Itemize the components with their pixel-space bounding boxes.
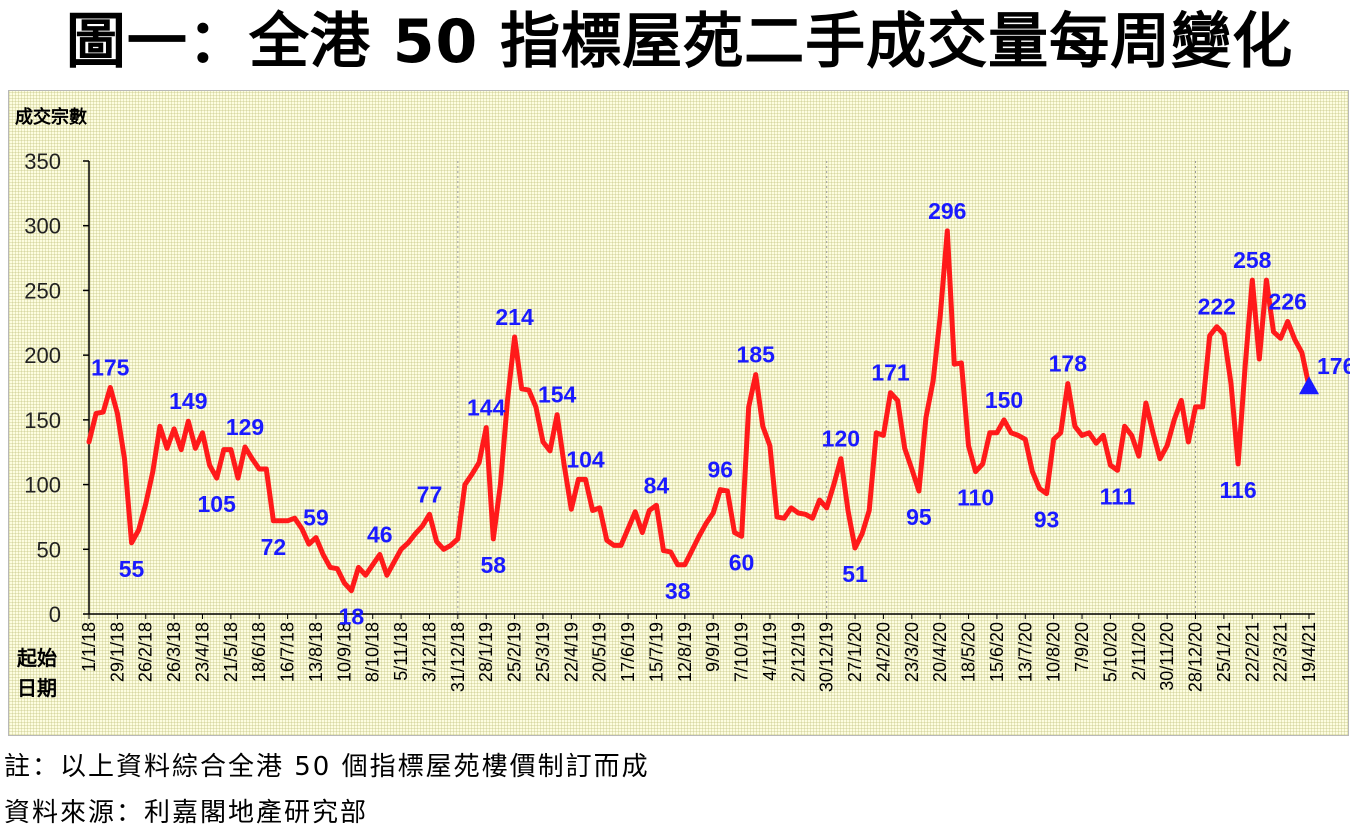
x-tick-label: 8/10/18 bbox=[363, 622, 383, 682]
data-label: 185 bbox=[737, 342, 776, 368]
data-label: 104 bbox=[566, 446, 605, 472]
data-label: 84 bbox=[644, 472, 670, 498]
x-tick-label: 5/10/20 bbox=[1100, 622, 1120, 682]
x-tick-label: 12/8/19 bbox=[675, 622, 695, 682]
data-label: 116 bbox=[1220, 477, 1257, 503]
series-line bbox=[86, 228, 1312, 594]
x-tick-label: 10/9/18 bbox=[334, 622, 354, 682]
data-label: 154 bbox=[538, 382, 577, 408]
y-tick-label: 100 bbox=[24, 473, 61, 498]
x-tick-label: 22/4/19 bbox=[561, 622, 581, 682]
x-tick-label: 13/7/20 bbox=[1015, 622, 1035, 682]
x-tick-label: 16/7/18 bbox=[278, 622, 298, 682]
x-tick-label: 23/3/20 bbox=[902, 622, 922, 682]
y-tick-label: 150 bbox=[24, 408, 61, 433]
data-label: 51 bbox=[842, 561, 868, 587]
data-label: 120 bbox=[822, 426, 860, 452]
x-tick-label: 2/12/19 bbox=[788, 622, 808, 682]
x-tick-label: 20/4/20 bbox=[930, 622, 950, 682]
data-label: 58 bbox=[481, 552, 507, 578]
x-tick-label: 21/5/18 bbox=[221, 622, 241, 682]
chart-title: 圖一：全港 50 指標屋苑二手成交量每周變化 bbox=[65, 7, 1294, 77]
data-label: 55 bbox=[119, 556, 145, 582]
x-tick-label: 31/12/18 bbox=[448, 622, 468, 692]
y-tick-label: 350 bbox=[24, 149, 61, 174]
y-tick-label: 300 bbox=[24, 214, 61, 239]
data-label: 59 bbox=[303, 505, 329, 531]
x-tick-label: 27/1/20 bbox=[845, 622, 865, 682]
x-tick-label: 22/3/21 bbox=[1271, 622, 1291, 682]
x-tick-label: 26/3/18 bbox=[164, 622, 184, 682]
x-tick-label: 23/4/18 bbox=[192, 622, 212, 682]
data-label: 171 bbox=[871, 360, 910, 386]
x-tick-label: 25/2/19 bbox=[505, 622, 525, 682]
data-label: 93 bbox=[1034, 507, 1060, 533]
data-label: 46 bbox=[367, 521, 393, 547]
x-tick-label: 28/1/19 bbox=[476, 622, 496, 682]
x-tick-label: 15/7/19 bbox=[646, 622, 666, 682]
x-tick-label: 1/1/18 bbox=[79, 622, 99, 672]
x-tick-label: 7/10/19 bbox=[732, 622, 752, 682]
data-label: 105 bbox=[197, 491, 236, 517]
x-tick-label: 15/6/20 bbox=[987, 622, 1007, 682]
data-label: 178 bbox=[1049, 351, 1088, 377]
data-label: 111 bbox=[1100, 483, 1136, 509]
y-tick-label: 0 bbox=[49, 602, 61, 627]
x-tick-label: 30/12/19 bbox=[817, 622, 837, 692]
footnote: 註：以上資料綜合全港 50 個指標屋苑樓價制訂而成 bbox=[4, 752, 650, 782]
x-tick-label: 9/9/19 bbox=[703, 622, 723, 672]
data-label: 72 bbox=[261, 534, 287, 560]
data-label: 176 bbox=[1317, 353, 1350, 379]
last-point-marker bbox=[1299, 376, 1319, 395]
data-label: 214 bbox=[495, 304, 534, 330]
data-label: 77 bbox=[417, 481, 443, 507]
data-label: 149 bbox=[169, 388, 207, 414]
x-axis-title-line: 起始 bbox=[16, 646, 57, 670]
line-chart: 成交宗數 0 50 100 150 200 250 300 350 1/1/18 29/1/18 26… bbox=[15, 106, 1350, 700]
data-label: 96 bbox=[707, 457, 733, 483]
data-label: 60 bbox=[729, 549, 755, 575]
data-label: 129 bbox=[226, 414, 264, 440]
data-label: 226 bbox=[1269, 288, 1307, 314]
x-tick-label: 18/6/18 bbox=[249, 622, 269, 682]
data-label: 175 bbox=[91, 355, 130, 381]
x-tick-label: 5/11/18 bbox=[391, 622, 411, 681]
data-label: 95 bbox=[906, 504, 932, 530]
data-label: 222 bbox=[1198, 294, 1236, 320]
x-tick-label: 18/5/20 bbox=[959, 622, 979, 682]
y-tick-label: 250 bbox=[24, 278, 61, 303]
x-tick-label: 19/4/21 bbox=[1299, 622, 1319, 682]
data-label: 144 bbox=[467, 395, 506, 421]
x-axis-title-line: 日期 bbox=[17, 676, 57, 700]
x-tick-label: 2/11/20 bbox=[1129, 622, 1149, 681]
y-tick-label: 50 bbox=[37, 537, 61, 562]
x-tick-label: 17/6/19 bbox=[618, 622, 638, 682]
x-tick-label: 22/2/21 bbox=[1242, 622, 1262, 682]
x-tick-label: 4/11/19 bbox=[760, 622, 780, 681]
x-tick-label: 25/1/21 bbox=[1214, 622, 1234, 682]
x-tick-label: 20/5/19 bbox=[590, 622, 610, 682]
data-label: 150 bbox=[985, 387, 1023, 413]
x-tick-label: 7/9/20 bbox=[1072, 622, 1092, 672]
x-tick-label: 3/12/18 bbox=[419, 622, 439, 682]
data-label: 110 bbox=[957, 485, 994, 511]
data-label: 18 bbox=[339, 604, 365, 630]
x-tick-label: 10/8/20 bbox=[1044, 622, 1064, 682]
chart-area: 成交宗數 0 50 100 150 200 250 300 350 1/1/18 29/1/18 26… bbox=[8, 90, 1350, 736]
x-tick-label: 29/1/18 bbox=[107, 622, 127, 682]
data-label: 258 bbox=[1233, 247, 1272, 273]
x-tick-label: 25/3/19 bbox=[533, 622, 553, 682]
x-tick-label: 26/2/18 bbox=[136, 622, 156, 682]
source-note: 資料來源：利嘉閣地產研究部 bbox=[4, 798, 369, 828]
y-tick-label: 200 bbox=[24, 343, 61, 368]
data-label: 296 bbox=[928, 198, 966, 224]
x-tick-label: 13/8/18 bbox=[306, 622, 326, 682]
y-axis-title: 成交宗數 bbox=[15, 106, 87, 128]
x-tick-label: 30/11/20 bbox=[1157, 622, 1177, 691]
data-label: 38 bbox=[665, 578, 691, 604]
x-tick-label: 28/12/20 bbox=[1186, 622, 1206, 692]
x-tick-label: 24/2/20 bbox=[873, 622, 893, 682]
